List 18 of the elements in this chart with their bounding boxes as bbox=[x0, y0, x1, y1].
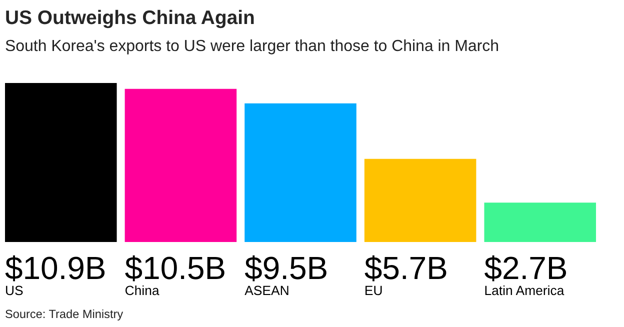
bar bbox=[5, 83, 117, 242]
x-tick-label: Latin America bbox=[485, 285, 564, 296]
chart-title: US Outweighs China Again bbox=[6, 10, 254, 28]
x-tick-label: EU bbox=[366, 286, 382, 296]
x-tick-label: US bbox=[6, 286, 23, 296]
bar bbox=[364, 158, 476, 242]
data-label: $9.5B bbox=[244, 255, 326, 282]
data-label: $10.9B bbox=[5, 255, 105, 282]
x-tick-label: ASEAN bbox=[244, 286, 288, 296]
bar bbox=[124, 88, 237, 242]
chart-subtitle: South Korea's exports to US were larger than those to China in March bbox=[6, 39, 498, 54]
data-label: $2.7B bbox=[484, 255, 566, 282]
source-note: Source: Trade Ministry bbox=[6, 309, 124, 320]
data-label: $10.5B bbox=[125, 255, 224, 282]
data-label: $5.7B bbox=[364, 255, 446, 282]
bar bbox=[484, 202, 596, 242]
bar bbox=[244, 103, 356, 242]
x-tick-label: China bbox=[125, 285, 160, 296]
